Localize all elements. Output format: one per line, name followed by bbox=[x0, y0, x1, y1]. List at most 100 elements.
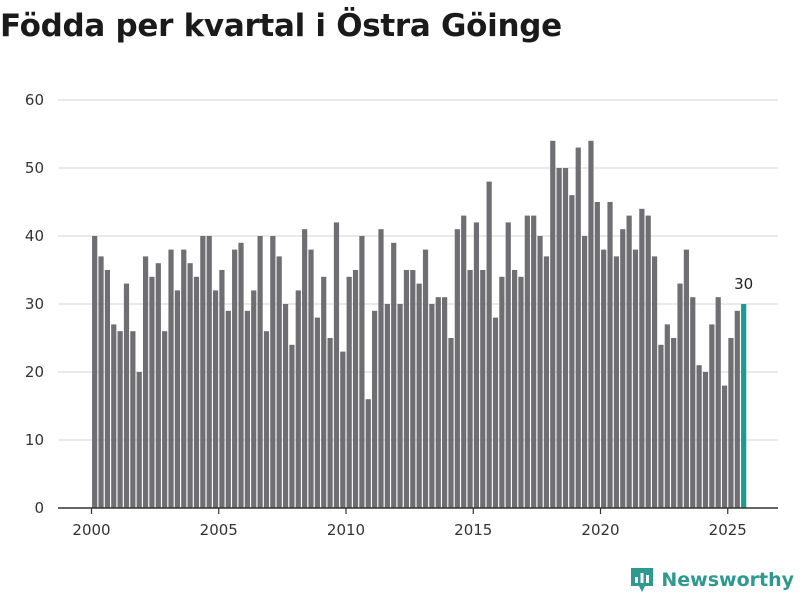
bar bbox=[200, 236, 206, 508]
bar bbox=[270, 236, 276, 508]
brand-name: Newsworthy bbox=[661, 569, 794, 591]
chart-title: Födda per kvartal i Östra Göinge bbox=[0, 8, 562, 44]
bar bbox=[531, 215, 537, 508]
y-tick-label: 30 bbox=[25, 295, 44, 313]
bar-highlight bbox=[741, 304, 747, 508]
bar bbox=[651, 256, 658, 508]
bar bbox=[416, 283, 422, 508]
bar bbox=[645, 215, 651, 508]
bar bbox=[664, 324, 670, 508]
last-value-label: 30 bbox=[734, 275, 753, 293]
bar bbox=[492, 317, 499, 508]
bar bbox=[734, 310, 740, 508]
bar bbox=[721, 385, 728, 508]
bar bbox=[117, 331, 123, 508]
bar bbox=[98, 256, 104, 508]
bar bbox=[429, 304, 435, 508]
bar bbox=[232, 249, 238, 508]
bar bbox=[486, 181, 492, 508]
bar bbox=[282, 304, 289, 508]
bar bbox=[238, 242, 244, 509]
bars bbox=[92, 140, 747, 509]
bar bbox=[257, 236, 263, 508]
bar bbox=[149, 276, 155, 508]
x-tick-label: 2010 bbox=[327, 521, 365, 539]
bar bbox=[581, 236, 588, 508]
bar bbox=[505, 222, 511, 508]
bar bbox=[289, 344, 295, 508]
bar bbox=[594, 202, 600, 508]
bar bbox=[442, 297, 448, 508]
bar bbox=[104, 270, 111, 508]
bar bbox=[632, 249, 639, 508]
bar bbox=[92, 236, 98, 508]
bar bbox=[543, 256, 550, 508]
bar bbox=[467, 270, 473, 508]
x-tick-label: 2020 bbox=[581, 521, 619, 539]
x-tick-label: 2025 bbox=[709, 521, 747, 539]
bar bbox=[333, 222, 340, 508]
y-tick-label: 10 bbox=[25, 431, 44, 449]
bar bbox=[480, 270, 486, 508]
bar bbox=[690, 297, 696, 508]
bar bbox=[709, 324, 715, 508]
y-tick-label: 0 bbox=[34, 499, 44, 517]
bar bbox=[346, 276, 352, 508]
bar bbox=[677, 283, 683, 508]
bar bbox=[130, 331, 136, 508]
bar bbox=[302, 229, 308, 508]
bar bbox=[365, 399, 371, 508]
x-axis: 2000 2005 2010 2015 2020 2025 bbox=[58, 507, 778, 539]
data-labels: 30 bbox=[734, 275, 753, 293]
bar bbox=[728, 338, 734, 508]
bar bbox=[168, 249, 174, 508]
newsworthy-logo-icon bbox=[631, 568, 654, 592]
bar bbox=[715, 297, 721, 508]
bar bbox=[384, 304, 390, 508]
bar bbox=[359, 236, 365, 508]
y-tick-label: 50 bbox=[25, 159, 44, 177]
bar bbox=[607, 202, 613, 508]
bar bbox=[219, 270, 225, 508]
bar bbox=[263, 331, 270, 508]
x-tick-label: 2000 bbox=[72, 521, 110, 539]
bar bbox=[569, 195, 575, 508]
bar bbox=[403, 270, 410, 508]
bar bbox=[575, 147, 581, 508]
bar bbox=[422, 249, 429, 508]
bar bbox=[295, 290, 301, 508]
bar bbox=[683, 249, 689, 508]
bar bbox=[620, 229, 626, 508]
bar bbox=[136, 372, 142, 508]
bar bbox=[639, 208, 645, 509]
bar bbox=[142, 256, 149, 508]
bar bbox=[206, 236, 212, 508]
bar bbox=[244, 310, 250, 508]
bar bbox=[410, 270, 416, 508]
bar bbox=[193, 276, 200, 508]
bar bbox=[123, 283, 130, 508]
bar bbox=[448, 338, 454, 508]
bar bbox=[212, 290, 219, 508]
brand-logo[interactable]: Newsworthy bbox=[629, 566, 794, 594]
bar bbox=[372, 310, 378, 508]
bar bbox=[518, 276, 524, 508]
bar bbox=[327, 338, 333, 508]
bar bbox=[111, 324, 117, 508]
y-tick-label: 40 bbox=[25, 227, 44, 245]
bar bbox=[181, 249, 187, 508]
bar bbox=[174, 290, 180, 508]
bar bbox=[671, 338, 677, 508]
bar bbox=[601, 249, 607, 508]
x-tick-label: 2005 bbox=[200, 521, 238, 539]
bar bbox=[314, 317, 320, 508]
bar bbox=[537, 236, 543, 508]
bar bbox=[658, 344, 664, 508]
bar bbox=[251, 290, 257, 508]
bar bbox=[435, 297, 441, 508]
bar bbox=[340, 351, 346, 508]
bar bbox=[556, 168, 562, 508]
bar bbox=[308, 249, 314, 508]
bar bbox=[499, 276, 505, 508]
